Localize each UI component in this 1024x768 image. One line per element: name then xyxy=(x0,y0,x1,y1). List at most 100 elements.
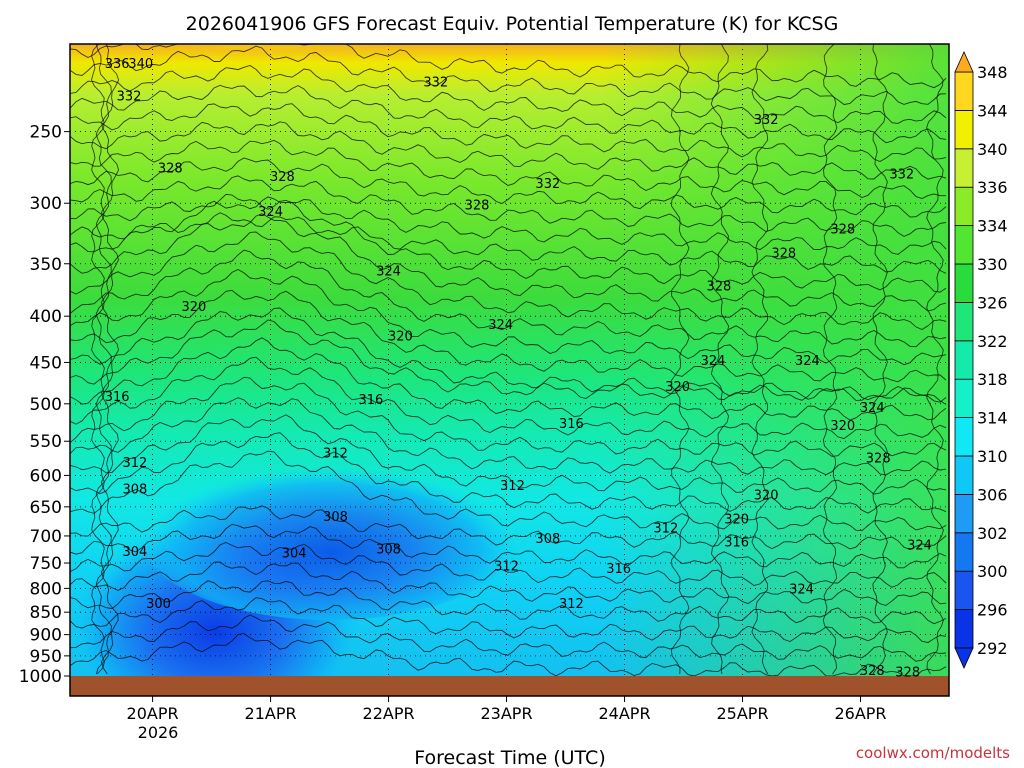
contour-line xyxy=(70,580,947,625)
contour-line xyxy=(70,249,947,348)
contour-label: 328 xyxy=(465,199,490,214)
colorbar-label: 302 xyxy=(977,524,1008,543)
contour-label: 320 xyxy=(665,380,690,395)
contour-label: 320 xyxy=(388,329,413,344)
colorbar-min-arrow xyxy=(954,647,974,669)
y-tick-label: 350 xyxy=(30,255,62,275)
field-east-tone xyxy=(600,44,949,676)
contour-label: 312 xyxy=(122,456,147,471)
y-tick-label: 650 xyxy=(30,498,62,518)
colorbar-label: 330 xyxy=(977,255,1008,274)
contour-label: 328 xyxy=(860,664,885,679)
colorbar-max-arrow xyxy=(954,51,974,73)
contour-label: 324 xyxy=(795,354,820,369)
contour-line xyxy=(70,505,947,550)
contour-label: 328 xyxy=(771,246,796,261)
contour-label: 332 xyxy=(889,167,914,182)
contour-line xyxy=(70,376,947,457)
contour-label: 316 xyxy=(105,390,130,405)
contour-label: 340 xyxy=(128,57,153,72)
contour-line-vertical xyxy=(670,44,690,675)
contour-line xyxy=(70,337,947,421)
contour-label: 312 xyxy=(494,560,519,575)
colorbar: 292 296 300 302 306 310 314 318 322 326 330 334 336 3… xyxy=(954,51,1008,669)
colorbar-label: 292 xyxy=(977,639,1008,658)
contour-label: 332 xyxy=(423,75,448,90)
colorbar-segment xyxy=(954,378,974,419)
colorbar-label: 310 xyxy=(977,447,1008,466)
colorbar-segment xyxy=(954,340,974,380)
x-tick-label: 23APR xyxy=(481,704,533,723)
y-tick-label: 600 xyxy=(30,466,62,486)
y-tick-label: 450 xyxy=(30,353,62,373)
x-tick-label: 20APR xyxy=(127,704,179,723)
colorbar-label: 326 xyxy=(977,293,1008,312)
colorbar-label: 314 xyxy=(977,409,1008,428)
y-tick-label: 300 xyxy=(30,194,62,214)
contour-label: 308 xyxy=(376,543,401,558)
contour-line-vertical xyxy=(100,44,120,675)
colorbar-label: 322 xyxy=(977,332,1008,351)
contour-label: 324 xyxy=(907,538,932,553)
contour-line-vertical xyxy=(872,44,888,675)
contour-label: 332 xyxy=(754,113,779,128)
contour-line xyxy=(70,231,947,331)
contour-line xyxy=(70,175,947,237)
y-tick-label: 250 xyxy=(30,123,62,143)
colorbar-segment xyxy=(954,570,974,611)
contour-label: 324 xyxy=(488,318,513,333)
grid-lines xyxy=(70,44,949,676)
contour-label: 328 xyxy=(707,280,732,295)
contour-label: 328 xyxy=(830,223,855,238)
plot-frame xyxy=(69,43,950,697)
contour-label: 324 xyxy=(258,205,283,220)
x-year-label: 2026 xyxy=(138,723,179,742)
colorbar-segment xyxy=(954,301,974,342)
contour-label: 328 xyxy=(895,665,920,680)
contour-label: 332 xyxy=(535,177,560,192)
contour-line xyxy=(70,414,947,495)
contour-line-vertical xyxy=(822,44,838,675)
contour-label: 300 xyxy=(146,597,171,612)
contour-line xyxy=(70,450,947,532)
contour-label: 316 xyxy=(559,417,584,432)
contour-label: 312 xyxy=(500,479,525,494)
ground-surface xyxy=(70,676,949,696)
contour-label: 312 xyxy=(323,446,348,461)
contour-line xyxy=(70,289,947,383)
y-tick-label: 700 xyxy=(30,527,62,547)
contour-label: 320 xyxy=(754,489,779,504)
y-tick-label: 900 xyxy=(30,626,62,646)
contour-line xyxy=(70,633,947,676)
x-tick-label: 26APR xyxy=(834,704,886,723)
contour-label: 312 xyxy=(653,521,678,536)
colorbar-segment xyxy=(954,148,974,188)
x-tick-label: 22APR xyxy=(363,704,415,723)
contour-label: 320 xyxy=(181,300,206,315)
contour-line xyxy=(70,157,947,218)
contour-line xyxy=(70,45,947,105)
contour-label: 324 xyxy=(789,582,814,597)
colorbar-segment xyxy=(954,532,974,572)
contour-label: 324 xyxy=(860,401,885,416)
contour-label: 320 xyxy=(830,419,855,434)
chart-title: 2026041906 GFS Forecast Equiv. Potential… xyxy=(186,13,839,35)
y-tick-label: 800 xyxy=(30,579,62,599)
contour-label: 304 xyxy=(122,545,147,560)
colorbar-label: 334 xyxy=(977,217,1008,236)
x-tick-label: 21APR xyxy=(245,704,297,723)
contour-label: 308 xyxy=(122,482,147,497)
contour-label: 332 xyxy=(117,89,142,104)
contour-line xyxy=(70,103,947,163)
contour-line xyxy=(70,356,947,440)
colorbar-segment xyxy=(954,417,974,457)
y-tick-label: 550 xyxy=(30,432,62,452)
colorbar-label: 344 xyxy=(977,101,1008,120)
y-axis: 250 300 350 400 450 500 550 600 650 700 750 800 850 9… xyxy=(19,123,70,687)
contour-label: 328 xyxy=(270,170,295,185)
plot-area xyxy=(70,44,949,676)
x-axis-label: Forecast Time (UTC) xyxy=(414,747,605,768)
contour-label: 304 xyxy=(282,546,307,561)
